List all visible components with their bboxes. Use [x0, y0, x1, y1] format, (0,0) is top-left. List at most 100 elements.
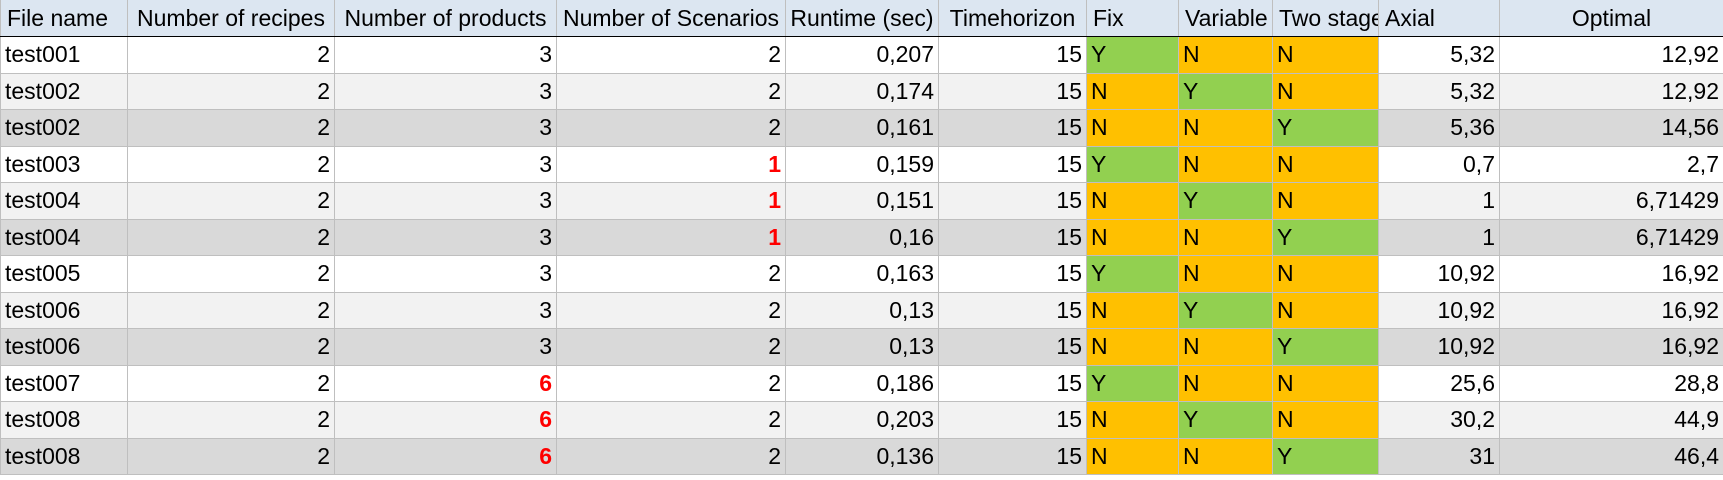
cell-optimal[interactable]: 6,71429 [1499, 218, 1723, 256]
cell-file-name[interactable]: test006 [0, 328, 128, 366]
cell-axial[interactable]: 0,7 [1378, 145, 1500, 183]
cell-scenarios[interactable]: 2 [556, 437, 786, 475]
cell-timehorizon[interactable]: 15 [938, 182, 1087, 220]
cell-optimal[interactable]: 12,92 [1499, 72, 1723, 110]
cell-axial[interactable]: 1 [1378, 182, 1500, 220]
cell-file-name[interactable]: test002 [0, 109, 128, 147]
col-header-runtime[interactable]: Runtime (sec) [785, 0, 939, 37]
cell-scenarios[interactable]: 2 [556, 291, 786, 329]
cell-recipes[interactable]: 2 [127, 36, 335, 74]
cell-products[interactable]: 3 [334, 328, 557, 366]
cell-products[interactable]: 6 [334, 364, 557, 402]
cell-optimal[interactable]: 44,9 [1499, 401, 1723, 439]
cell-timehorizon[interactable]: 15 [938, 328, 1087, 366]
cell-scenarios[interactable]: 2 [556, 401, 786, 439]
cell-optimal[interactable]: 16,92 [1499, 291, 1723, 329]
cell-axial[interactable]: 31 [1378, 437, 1500, 475]
cell-axial[interactable]: 5,36 [1378, 109, 1500, 147]
cell-products[interactable]: 3 [334, 36, 557, 74]
cell-variable[interactable]: Y [1178, 72, 1273, 110]
cell-axial[interactable]: 1 [1378, 218, 1500, 256]
col-header-fix[interactable]: Fix [1086, 0, 1179, 37]
cell-scenarios[interactable]: 2 [556, 36, 786, 74]
cell-fix[interactable]: N [1086, 437, 1179, 475]
cell-recipes[interactable]: 2 [127, 401, 335, 439]
cell-variable[interactable]: N [1178, 109, 1273, 147]
cell-timehorizon[interactable]: 15 [938, 218, 1087, 256]
col-header-products[interactable]: Number of products [334, 0, 557, 37]
cell-two-stage[interactable]: N [1272, 364, 1379, 402]
cell-two-stage[interactable]: Y [1272, 437, 1379, 475]
cell-optimal[interactable]: 12,92 [1499, 36, 1723, 74]
cell-two-stage[interactable]: N [1272, 72, 1379, 110]
cell-timehorizon[interactable]: 15 [938, 255, 1087, 293]
cell-optimal[interactable]: 16,92 [1499, 328, 1723, 366]
cell-recipes[interactable]: 2 [127, 109, 335, 147]
cell-fix[interactable]: N [1086, 72, 1179, 110]
cell-scenarios[interactable]: 2 [556, 364, 786, 402]
cell-two-stage[interactable]: N [1272, 145, 1379, 183]
cell-file-name[interactable]: test004 [0, 182, 128, 220]
cell-optimal[interactable]: 16,92 [1499, 255, 1723, 293]
col-header-scenarios[interactable]: Number of Scenarios [556, 0, 786, 37]
cell-runtime[interactable]: 0,16 [785, 218, 939, 256]
cell-recipes[interactable]: 2 [127, 291, 335, 329]
cell-runtime[interactable]: 0,203 [785, 401, 939, 439]
col-header-two-stage[interactable]: Two stage [1272, 0, 1379, 37]
cell-products[interactable]: 3 [334, 72, 557, 110]
cell-products[interactable]: 3 [334, 182, 557, 220]
cell-file-name[interactable]: test001 [0, 36, 128, 74]
cell-scenarios[interactable]: 2 [556, 328, 786, 366]
cell-fix[interactable]: N [1086, 218, 1179, 256]
cell-variable[interactable]: N [1178, 328, 1273, 366]
cell-two-stage[interactable]: N [1272, 291, 1379, 329]
cell-timehorizon[interactable]: 15 [938, 36, 1087, 74]
cell-optimal[interactable]: 28,8 [1499, 364, 1723, 402]
cell-products[interactable]: 3 [334, 291, 557, 329]
cell-variable[interactable]: N [1178, 218, 1273, 256]
cell-runtime[interactable]: 0,174 [785, 72, 939, 110]
cell-fix[interactable]: N [1086, 182, 1179, 220]
cell-axial[interactable]: 10,92 [1378, 291, 1500, 329]
cell-file-name[interactable]: test003 [0, 145, 128, 183]
cell-axial[interactable]: 10,92 [1378, 328, 1500, 366]
col-header-recipes[interactable]: Number of recipes [127, 0, 335, 37]
cell-two-stage[interactable]: Y [1272, 109, 1379, 147]
cell-file-name[interactable]: test005 [0, 255, 128, 293]
cell-timehorizon[interactable]: 15 [938, 109, 1087, 147]
cell-optimal[interactable]: 2,7 [1499, 145, 1723, 183]
col-header-file-name[interactable]: File name [0, 0, 128, 37]
cell-axial[interactable]: 30,2 [1378, 401, 1500, 439]
cell-timehorizon[interactable]: 15 [938, 291, 1087, 329]
cell-file-name[interactable]: test004 [0, 218, 128, 256]
cell-scenarios[interactable]: 2 [556, 109, 786, 147]
cell-fix[interactable]: Y [1086, 364, 1179, 402]
cell-runtime[interactable]: 0,186 [785, 364, 939, 402]
cell-scenarios[interactable]: 1 [556, 145, 786, 183]
cell-two-stage[interactable]: Y [1272, 328, 1379, 366]
cell-two-stage[interactable]: N [1272, 36, 1379, 74]
cell-runtime[interactable]: 0,136 [785, 437, 939, 475]
cell-two-stage[interactable]: N [1272, 182, 1379, 220]
cell-axial[interactable]: 25,6 [1378, 364, 1500, 402]
cell-fix[interactable]: N [1086, 109, 1179, 147]
cell-axial[interactable]: 5,32 [1378, 72, 1500, 110]
cell-fix[interactable]: Y [1086, 255, 1179, 293]
cell-recipes[interactable]: 2 [127, 218, 335, 256]
cell-variable[interactable]: N [1178, 364, 1273, 402]
cell-file-name[interactable]: test007 [0, 364, 128, 402]
cell-variable[interactable]: N [1178, 437, 1273, 475]
cell-products[interactable]: 3 [334, 109, 557, 147]
cell-products[interactable]: 3 [334, 255, 557, 293]
cell-fix[interactable]: Y [1086, 36, 1179, 74]
cell-variable[interactable]: N [1178, 36, 1273, 74]
cell-recipes[interactable]: 2 [127, 72, 335, 110]
cell-runtime[interactable]: 0,13 [785, 328, 939, 366]
cell-variable[interactable]: Y [1178, 291, 1273, 329]
cell-products[interactable]: 3 [334, 145, 557, 183]
cell-optimal[interactable]: 14,56 [1499, 109, 1723, 147]
cell-timehorizon[interactable]: 15 [938, 72, 1087, 110]
cell-recipes[interactable]: 2 [127, 364, 335, 402]
cell-runtime[interactable]: 0,163 [785, 255, 939, 293]
cell-two-stage[interactable]: N [1272, 401, 1379, 439]
